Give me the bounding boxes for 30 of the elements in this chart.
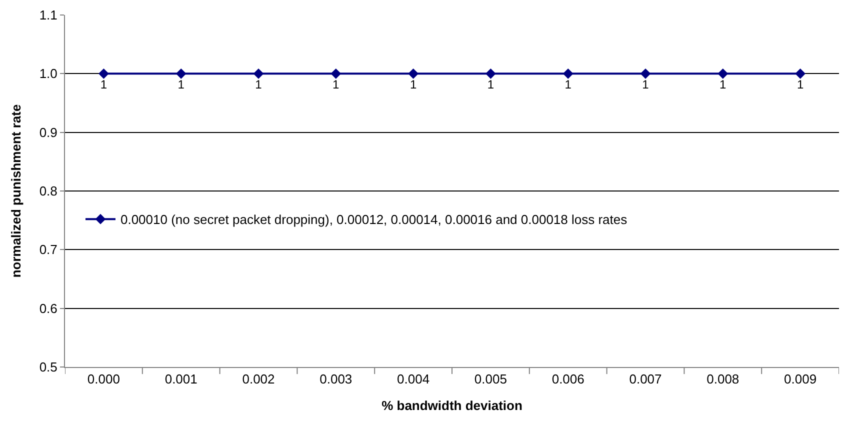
x-tick-label: 0.000	[87, 372, 120, 387]
x-tick-label: 0.008	[706, 372, 740, 387]
y-axis-title: normalized punishment rate	[8, 104, 24, 278]
legend-label: 0.00010 (no secret packet dropping), 0.00012, 0.00014, 0.00016 and 0.00018 loss rates	[120, 212, 628, 228]
data-label: 1	[642, 78, 650, 92]
x-tick-label: 0.005	[474, 372, 507, 387]
x-tick-label: 0.002	[242, 372, 275, 387]
x-tick-label: 0.001	[164, 372, 198, 387]
x-tick-label: 0.004	[397, 372, 430, 387]
data-label: 1	[332, 78, 340, 92]
data-label: 1	[720, 78, 727, 92]
data-label: 1	[796, 78, 804, 92]
y-tick-label: 0.7	[39, 242, 58, 258]
data-label: 1	[487, 78, 494, 92]
y-tick-label: 0.8	[39, 184, 58, 199]
y-tick-label: 1.0	[39, 66, 58, 82]
x-tick-label: 0.009	[784, 372, 817, 387]
data-label: 1	[410, 78, 417, 92]
x-tick-label: 0.006	[552, 372, 584, 387]
y-tick-label: 1.1	[39, 8, 58, 23]
data-label: 1	[255, 78, 262, 92]
data-label: 1	[178, 78, 185, 92]
x-axis-title: % bandwidth deviation	[382, 398, 522, 414]
y-tick-label: 0.6	[39, 300, 58, 316]
y-tick-label: 0.9	[39, 124, 58, 140]
x-tick-label: 0.003	[320, 372, 352, 387]
x-tick-label: 0.007	[629, 372, 662, 387]
data-label: 1	[564, 78, 572, 92]
data-label: 1	[100, 78, 108, 92]
y-tick-label: 0.5	[39, 360, 58, 375]
